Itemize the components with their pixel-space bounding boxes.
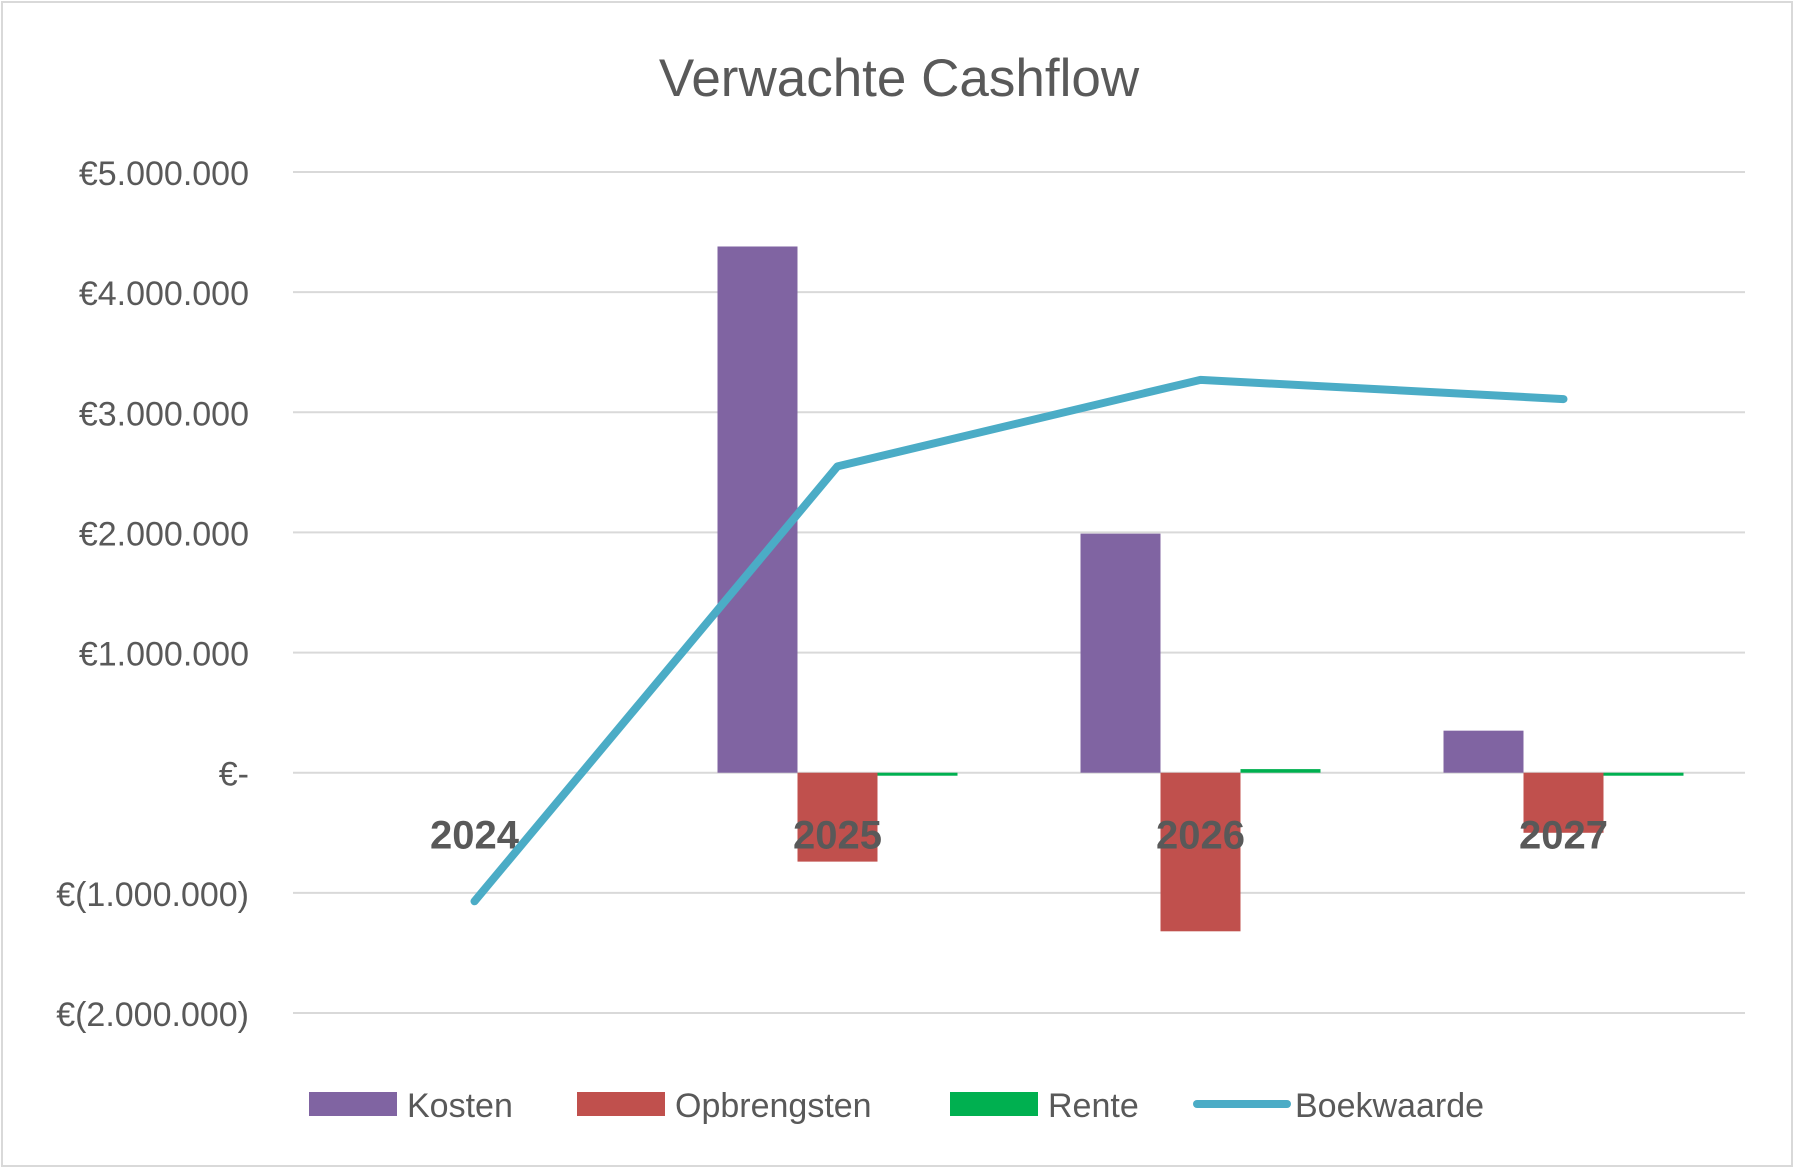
chart-svg: Verwachte Cashflow €(2.000.000) €(1.000.0… (56, 49, 1745, 1125)
bar-opbrengsten-2026 (1160, 772, 1241, 932)
x-axis-category-labels: 2024 2025 2026 2027 (430, 814, 1608, 858)
legend-label-kosten: Kosten (407, 1087, 513, 1125)
y-tick-label: €2.000.000 (79, 515, 249, 553)
legend: Kosten Opbrengsten Rente Boekwaarde (309, 1087, 1484, 1125)
line-series (470, 375, 1568, 906)
legend-swatch-rente (950, 1092, 1038, 1116)
bar-opbrengsten-2027 (1523, 772, 1604, 833)
bar-rente-2027 (1603, 772, 1684, 776)
legend-label-rente: Rente (1048, 1087, 1139, 1125)
y-tick-label: €(1.000.000) (56, 876, 249, 914)
bar-rente-2026 (1240, 769, 1321, 773)
x-category-label: 2024 (430, 814, 520, 858)
bar-marks (717, 246, 1684, 932)
bar-opbrengsten-2025 (797, 772, 878, 862)
bar-rente-2025 (877, 772, 958, 776)
y-tick-label: €1.000.000 (79, 636, 249, 674)
chart-title: Verwachte Cashflow (659, 49, 1140, 108)
y-tick-label: €(2.000.000) (56, 996, 249, 1034)
bar-kosten-2025 (717, 246, 798, 773)
y-tick-label: €3.000.000 (79, 395, 249, 433)
legend-label-opbrengsten: Opbrengsten (675, 1087, 872, 1125)
x-category-label: 2027 (1519, 814, 1608, 858)
legend-swatch-opbrengsten (577, 1092, 665, 1116)
legend-swatch-kosten (309, 1092, 397, 1116)
y-tick-label: €4.000.000 (79, 275, 249, 313)
bar-kosten-2027 (1443, 730, 1524, 773)
x-category-label: 2025 (793, 814, 882, 858)
legend-label-boekwaarde: Boekwaarde (1295, 1087, 1484, 1125)
grid-lines (293, 171, 1745, 1014)
bar-kosten-2026 (1080, 533, 1161, 773)
y-axis-tick-labels: €(2.000.000) €(1.000.000) €- €1.000.000 €2.0… (56, 155, 249, 1034)
y-tick-label: €5.000.000 (79, 155, 249, 193)
x-category-label: 2026 (1156, 814, 1245, 858)
y-tick-label: €- (219, 756, 249, 794)
line-boekwaarde (470, 375, 1568, 906)
